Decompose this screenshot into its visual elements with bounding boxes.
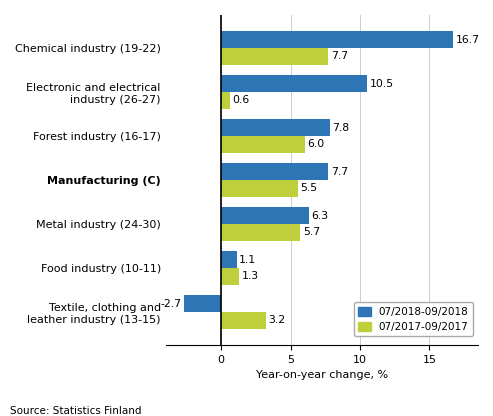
Bar [221, 119, 329, 136]
Bar [221, 180, 298, 197]
Text: -2.7: -2.7 [160, 299, 181, 309]
Text: 0.6: 0.6 [232, 95, 249, 105]
Text: 1.1: 1.1 [239, 255, 256, 265]
Text: 7.8: 7.8 [332, 123, 349, 133]
Text: 6.0: 6.0 [307, 139, 324, 149]
Bar [221, 48, 328, 65]
Bar [221, 31, 453, 48]
Bar [221, 207, 309, 224]
Bar [221, 224, 300, 241]
X-axis label: Year-on-year change, %: Year-on-year change, % [256, 370, 388, 380]
Text: 16.7: 16.7 [456, 35, 480, 45]
Bar [221, 136, 305, 153]
Text: 10.5: 10.5 [369, 79, 393, 89]
Bar [221, 312, 266, 329]
Bar [184, 295, 221, 312]
Text: Source: Statistics Finland: Source: Statistics Finland [10, 406, 141, 416]
Text: 5.7: 5.7 [303, 227, 320, 237]
Text: 6.3: 6.3 [311, 210, 328, 220]
Bar [221, 92, 230, 109]
Legend: 07/2018-09/2018, 07/2017-09/2017: 07/2018-09/2018, 07/2017-09/2017 [354, 302, 473, 337]
Text: 5.5: 5.5 [300, 183, 317, 193]
Text: 7.7: 7.7 [331, 166, 348, 177]
Text: 3.2: 3.2 [268, 315, 285, 325]
Bar [221, 75, 367, 92]
Bar [221, 163, 328, 180]
Text: 7.7: 7.7 [331, 51, 348, 61]
Text: 1.3: 1.3 [242, 271, 259, 281]
Bar [221, 268, 239, 285]
Bar [221, 251, 237, 268]
